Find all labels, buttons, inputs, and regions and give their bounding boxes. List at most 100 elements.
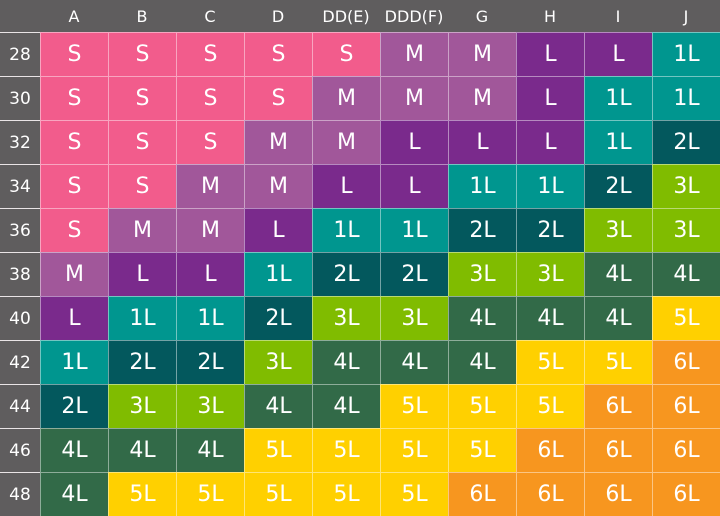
column-header-dddf: DDD(F) (380, 0, 448, 32)
column-header-h: H (516, 0, 584, 32)
size-cell: 5L (108, 472, 176, 516)
size-cell: 4L (312, 340, 380, 384)
size-cell: 4L (448, 340, 516, 384)
size-cell: L (516, 120, 584, 164)
size-cell: S (176, 120, 244, 164)
row-header-band-40: 40 (0, 296, 40, 340)
size-cell: 5L (584, 340, 652, 384)
size-cell: L (516, 76, 584, 120)
row-header-band-28: 28 (0, 32, 40, 76)
size-cell: 5L (516, 384, 584, 428)
size-cell: S (176, 32, 244, 76)
size-cell: 3L (312, 296, 380, 340)
size-cell: 1L (448, 164, 516, 208)
size-cell: 5L (312, 472, 380, 516)
size-cell: 3L (176, 384, 244, 428)
size-cell: S (244, 76, 312, 120)
size-cell: 4L (584, 252, 652, 296)
row-header-band-30: 30 (0, 76, 40, 120)
size-cell: 6L (652, 428, 720, 472)
size-cell: L (448, 120, 516, 164)
size-cell: 4L (108, 428, 176, 472)
size-cell: 4L (516, 296, 584, 340)
size-cell: 1L (108, 296, 176, 340)
size-cell: L (244, 208, 312, 252)
size-cell: M (380, 32, 448, 76)
row-header-band-42: 42 (0, 340, 40, 384)
size-cell: 6L (516, 428, 584, 472)
size-cell: S (244, 32, 312, 76)
size-cell: 3L (516, 252, 584, 296)
size-cell: 5L (312, 428, 380, 472)
size-cell: L (584, 32, 652, 76)
size-cell: M (244, 120, 312, 164)
size-cell: S (108, 32, 176, 76)
size-cell: S (40, 208, 108, 252)
size-cell: 6L (652, 472, 720, 516)
size-cell: S (40, 164, 108, 208)
size-cell: L (380, 164, 448, 208)
size-cell: M (448, 76, 516, 120)
size-cell: L (40, 296, 108, 340)
size-cell: S (108, 120, 176, 164)
size-cell: 5L (244, 428, 312, 472)
size-cell: M (312, 76, 380, 120)
size-cell: 2L (176, 340, 244, 384)
row-header-band-34: 34 (0, 164, 40, 208)
size-cell: 6L (584, 428, 652, 472)
size-cell: 2L (244, 296, 312, 340)
size-cell: 3L (652, 164, 720, 208)
size-cell: M (108, 208, 176, 252)
size-cell: 4L (40, 428, 108, 472)
size-cell: M (40, 252, 108, 296)
size-cell: 4L (40, 472, 108, 516)
size-cell: 4L (176, 428, 244, 472)
size-cell: 1L (40, 340, 108, 384)
column-header-j: J (652, 0, 720, 32)
corner-cell (0, 0, 40, 32)
size-cell: L (108, 252, 176, 296)
size-cell: 4L (584, 296, 652, 340)
row-header-band-36: 36 (0, 208, 40, 252)
size-cell: L (312, 164, 380, 208)
size-cell: 2L (108, 340, 176, 384)
row-header-band-48: 48 (0, 472, 40, 516)
size-cell: 5L (652, 296, 720, 340)
size-cell: 1L (584, 76, 652, 120)
size-cell: S (312, 32, 380, 76)
size-cell: 2L (40, 384, 108, 428)
size-cell: 3L (584, 208, 652, 252)
size-cell: 2L (448, 208, 516, 252)
column-header-b: B (108, 0, 176, 32)
size-cell: 4L (380, 340, 448, 384)
size-cell: 5L (448, 428, 516, 472)
size-cell: S (40, 32, 108, 76)
size-cell: 5L (516, 340, 584, 384)
size-cell: 5L (176, 472, 244, 516)
size-cell: M (176, 208, 244, 252)
size-cell: 4L (652, 252, 720, 296)
size-cell: 5L (380, 384, 448, 428)
size-cell: M (176, 164, 244, 208)
size-cell: 1L (176, 296, 244, 340)
size-cell: 3L (448, 252, 516, 296)
row-header-band-32: 32 (0, 120, 40, 164)
size-cell: L (380, 120, 448, 164)
size-cell: 2L (312, 252, 380, 296)
size-cell: 2L (584, 164, 652, 208)
size-cell: 6L (448, 472, 516, 516)
size-cell: 5L (448, 384, 516, 428)
size-cell: 6L (652, 340, 720, 384)
size-cell: S (40, 76, 108, 120)
size-cell: 6L (516, 472, 584, 516)
column-header-dde: DD(E) (312, 0, 380, 32)
row-header-band-44: 44 (0, 384, 40, 428)
size-cell: 1L (516, 164, 584, 208)
size-cell: 6L (652, 384, 720, 428)
size-cell: 5L (244, 472, 312, 516)
size-cell: 4L (448, 296, 516, 340)
size-cell: 2L (516, 208, 584, 252)
size-cell: 6L (584, 472, 652, 516)
column-header-a: A (40, 0, 108, 32)
